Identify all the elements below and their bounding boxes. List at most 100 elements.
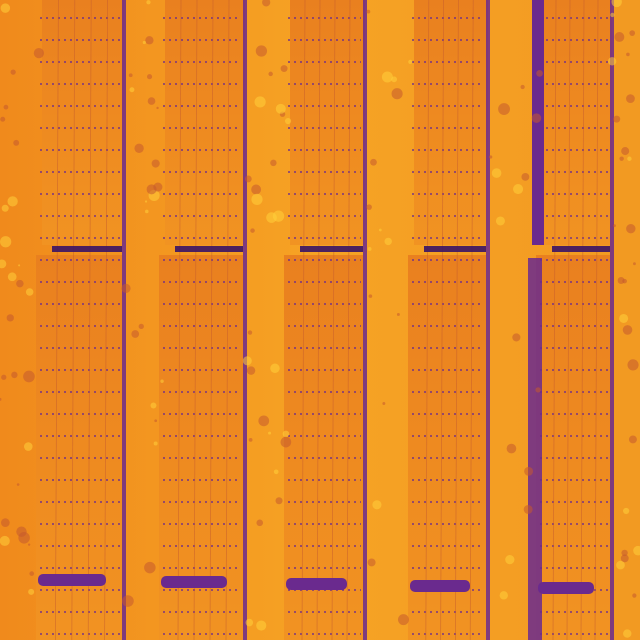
ground-speckle [160, 379, 164, 383]
ground-speckle [626, 94, 635, 104]
panel-upper [165, 0, 245, 245]
ground-speckle [153, 182, 163, 192]
solar-panel-rows [36, 0, 614, 640]
ground-speckle [33, 47, 45, 59]
ground-speckle [505, 554, 515, 565]
ground-speckle [367, 247, 372, 251]
cell-column [301, 0, 306, 640]
panel-upper [414, 0, 488, 245]
ground-speckle [144, 200, 148, 203]
ground-speckle [275, 103, 286, 114]
cell-column [316, 0, 321, 640]
ground-speckle [244, 175, 252, 183]
ground-speckle [489, 155, 493, 159]
ground-speckle [245, 618, 254, 627]
ground-speckle [28, 588, 35, 595]
ground-speckle [256, 519, 264, 527]
ground-speckle [366, 9, 371, 14]
ground-speckle [622, 278, 627, 284]
ground-speckle [616, 560, 625, 570]
ground-speckle [282, 430, 290, 438]
ground-speckle [610, 12, 615, 18]
ground-speckle [122, 595, 134, 607]
ground-speckle [408, 59, 413, 64]
junction-strip [286, 578, 347, 590]
ground-speckle [384, 237, 392, 246]
ground-speckle [246, 366, 256, 375]
ground-speckle [619, 313, 629, 323]
ground-speckle [621, 147, 630, 156]
ground-speckle [247, 330, 253, 335]
panel-lower [284, 255, 363, 640]
panel-upper [290, 0, 365, 245]
cell-column [425, 0, 430, 640]
ground-speckle [626, 223, 636, 234]
ground-speckle [613, 115, 621, 123]
cell-column [346, 0, 351, 640]
ground-speckle [268, 71, 273, 77]
ground-speckle [498, 103, 510, 115]
ground-speckle [16, 279, 24, 288]
ground-speckle [0, 3, 11, 13]
ground-speckle [268, 431, 272, 435]
ground-speckle [10, 69, 16, 75]
ground-speckle [521, 172, 530, 181]
ground-speckle [284, 117, 292, 125]
ground-speckle [632, 593, 637, 598]
panel-lower [159, 255, 243, 640]
ground-speckle [396, 312, 400, 316]
ground-speckle [18, 532, 30, 544]
ground-speckle [131, 330, 140, 338]
panel-gap [300, 246, 363, 252]
cell-column [594, 0, 599, 640]
ground-speckle [535, 387, 541, 393]
panel-lower [536, 255, 610, 640]
cell-column [177, 0, 182, 640]
ground-speckle [620, 554, 629, 563]
ground-speckle [147, 74, 153, 80]
ground-speckle [258, 415, 270, 427]
cell-column [225, 0, 230, 640]
panel-edge-shadow [243, 0, 247, 640]
ground-speckle [0, 518, 10, 527]
cell-column [454, 0, 459, 640]
ground-speckle [531, 113, 542, 123]
ground-speckle [3, 104, 9, 110]
ground-speckle [623, 507, 630, 515]
ground-speckle [367, 558, 376, 567]
ground-speckle [16, 483, 20, 486]
panel-edge-shadow [363, 0, 367, 640]
ground-speckle [391, 88, 403, 100]
ground-speckle [495, 216, 505, 226]
ground-speckle [142, 40, 146, 45]
ground-speckle [613, 224, 616, 228]
ground-speckle [491, 168, 502, 178]
ground-speckle [627, 359, 639, 371]
cell-column [71, 0, 76, 640]
ground-speckle [628, 435, 637, 444]
panel-upper [42, 0, 124, 245]
ground-speckle [536, 70, 543, 77]
ground-speckle [280, 65, 288, 73]
cell-column [331, 0, 336, 640]
cell-column [469, 0, 474, 640]
ground-speckle [262, 0, 271, 7]
ground-speckle [144, 561, 156, 574]
ground-speckle [0, 116, 6, 122]
ground-speckle [621, 549, 628, 557]
ground-speckle [512, 333, 521, 342]
ground-speckle [397, 614, 409, 626]
ground-speckle [266, 212, 277, 223]
panel-edge-shadow [122, 0, 126, 640]
ground-speckle [614, 32, 625, 42]
ground-speckle [506, 443, 517, 454]
ground-speckle [524, 466, 534, 476]
ground-speckle [248, 437, 253, 442]
junction-strip [38, 574, 106, 586]
ground-speckle [523, 504, 533, 514]
ground-speckle [0, 236, 12, 248]
panel-gap [552, 246, 610, 252]
ground-speckle [23, 442, 33, 451]
ground-speckle [146, 0, 151, 5]
